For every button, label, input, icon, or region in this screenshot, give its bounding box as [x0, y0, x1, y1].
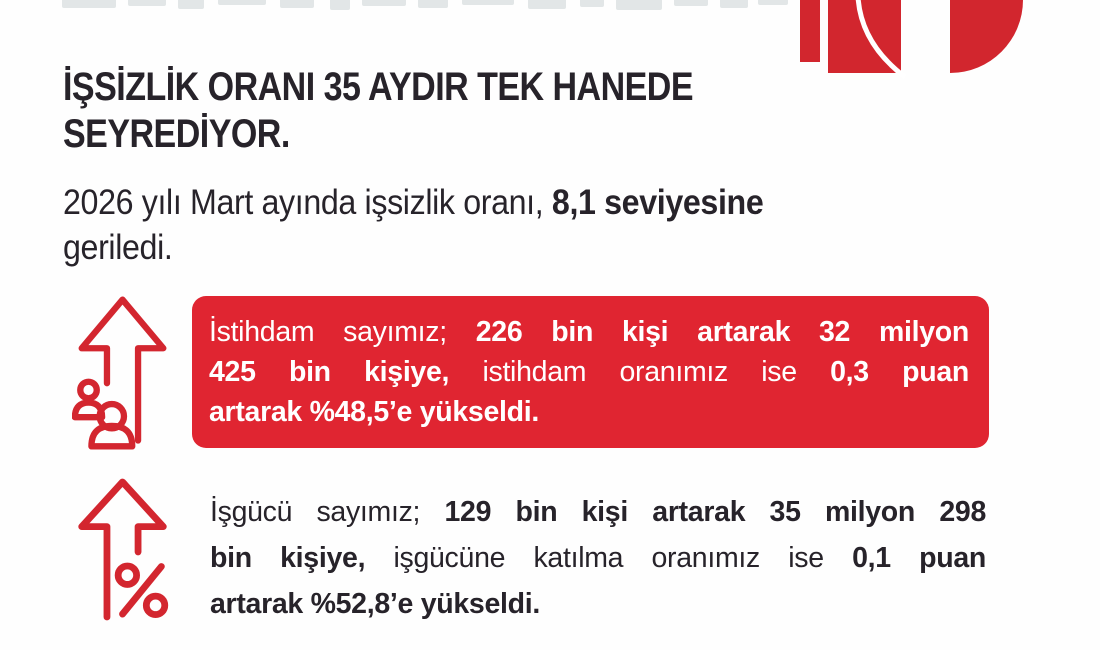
text-fragment — [128, 0, 166, 6]
istihdam-line-2: 425 bin kişiye, istihdam oranımız ise 0,… — [209, 356, 969, 388]
page-title: İŞSİZLİK ORANI 35 AYDIR TEK HANEDE SEYRE… — [63, 64, 694, 158]
cutoff-text-fragments — [0, 0, 1100, 14]
stat-isgucu-block: İşgücü sayımız; 129 bin kişi artarak 35 … — [210, 489, 986, 627]
stat-istihdam-box: İstihdam sayımız; 226 bin kişi artarak 3… — [192, 296, 989, 448]
isgucu-line-1: İşgücü sayımız; 129 bin kişi artarak 35 … — [210, 496, 986, 528]
tuik-logo-icon — [798, 0, 1028, 80]
up-arrow-people-icon — [72, 292, 174, 454]
text-fragment — [418, 0, 448, 8]
subtitle-line-1: 2026 yılı Mart ayında işsizlik oranı, 8,… — [63, 183, 764, 222]
up-arrow-percent-icon — [72, 476, 174, 622]
text-fragment — [462, 0, 514, 5]
subtitle: 2026 yılı Mart ayında işsizlik oranı, 8,… — [63, 180, 763, 270]
subtitle-line-2: geriledi. — [63, 228, 173, 267]
istihdam-line-1: İstihdam sayımız; 226 bin kişi artarak 3… — [209, 316, 969, 348]
istihdam-line-3: artarak %48,5’e yükseldi. — [209, 396, 539, 428]
isgucu-line-3: artarak %52,8’e yükseldi. — [210, 588, 540, 620]
text-fragment — [580, 0, 604, 7]
text-fragment — [280, 0, 314, 8]
tuik-logo-shapes — [800, 0, 1023, 79]
isgucu-line-2: bin kişiye, işgücüne katılma oranımız is… — [210, 542, 986, 574]
text-fragment — [218, 0, 266, 5]
text-fragment — [528, 0, 566, 9]
title-line-2: SEYREDİYOR. — [63, 112, 290, 156]
text-fragment — [674, 0, 708, 6]
text-fragment — [330, 0, 350, 10]
text-fragment — [178, 0, 204, 9]
text-fragment — [758, 0, 788, 5]
text-fragment — [62, 0, 116, 8]
text-fragment — [616, 0, 662, 10]
text-fragment — [720, 0, 748, 8]
text-fragment — [362, 0, 406, 6]
title-line-1: İŞSİZLİK ORANI 35 AYDIR TEK HANEDE — [63, 65, 694, 109]
